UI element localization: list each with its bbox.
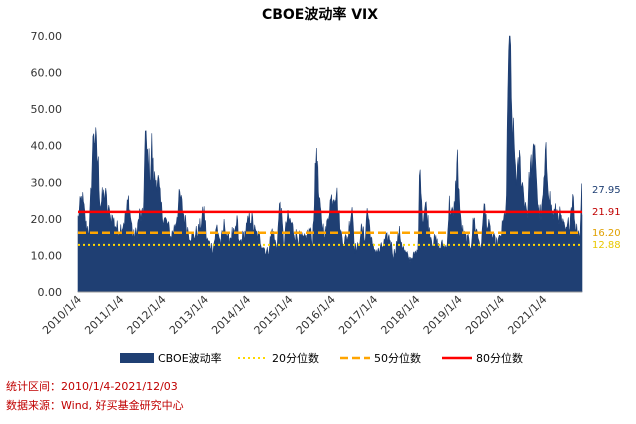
x-tick-label: 2019/1/4 (421, 293, 465, 337)
legend-label-p80: 80分位数 (476, 351, 523, 365)
chart-title: CBOE波动率 VIX (262, 6, 378, 23)
percentile-50-label: 16.20 (592, 228, 621, 239)
x-tick-label: 2010/1/4 (40, 293, 84, 337)
footnote-source: 数据来源：Wind, 好买基金研究中心 (6, 399, 184, 412)
x-tick-label: 2011/1/4 (82, 293, 126, 337)
legend-swatch-vix (120, 353, 154, 363)
legend-label-p50: 50分位数 (374, 351, 421, 365)
y-tick-label: 60.00 (31, 67, 63, 80)
plot-area (77, 35, 583, 293)
y-tick-label: 20.00 (31, 213, 63, 226)
x-tick-label: 2012/1/4 (125, 293, 169, 337)
vix-area-series (77, 35, 583, 293)
legend-label-p20: 20分位数 (272, 351, 319, 365)
x-tick-label: 2015/1/4 (252, 293, 296, 337)
x-tick-label: 2014/1/4 (209, 293, 253, 337)
legend: CBOE波动率 20分位数 50分位数 80分位数 (120, 351, 523, 365)
y-tick-label: 0.00 (38, 286, 63, 299)
x-tick-label: 2018/1/4 (378, 293, 422, 337)
x-tick-label: 2017/1/4 (336, 293, 380, 337)
legend-label-vix: CBOE波动率 (158, 351, 222, 365)
y-tick-label: 70.00 (31, 30, 63, 43)
footnote-period: 统计区间：2010/1/4-2021/12/03 (6, 380, 178, 393)
x-tick-label: 2016/1/4 (294, 293, 338, 337)
percentile-80-label: 21.91 (592, 207, 621, 218)
y-tick-label: 40.00 (31, 140, 63, 153)
x-axis-ticks: 2010/1/42011/1/42012/1/42013/1/42014/1/4… (40, 293, 550, 337)
x-tick-label: 2013/1/4 (167, 293, 211, 337)
percentile-20-label: 12.88 (592, 240, 621, 251)
x-tick-label: 2020/1/4 (463, 293, 507, 337)
y-axis-ticks: 0.00 10.00 20.00 30.00 40.00 50.00 60.00 70.00 (31, 30, 63, 299)
y-tick-label: 10.00 (31, 249, 63, 262)
x-tick-label: 2021/1/4 (505, 293, 549, 337)
y-tick-label: 50.00 (31, 103, 63, 116)
last-vix-label: 27.95 (592, 185, 621, 196)
y-tick-label: 30.00 (31, 176, 63, 189)
